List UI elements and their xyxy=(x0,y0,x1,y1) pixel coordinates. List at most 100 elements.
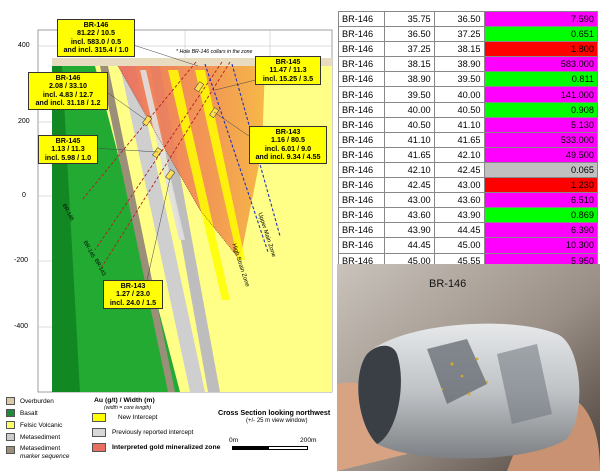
hole-cell: BR-146 xyxy=(338,177,385,194)
callout-line: BR-145 xyxy=(275,57,301,66)
table-row: BR-146 41.10 41.65 533.000 xyxy=(338,131,599,148)
hole-cell: BR-146 xyxy=(338,207,385,224)
intercept-markers xyxy=(142,81,220,181)
scale-end-label: 200m xyxy=(300,437,317,444)
callout-line: 11.47 / 11.3 xyxy=(269,65,307,75)
callout-br146-main: BR-146 81.22 / 10.5 incl. 583.0 / 0.5 an… xyxy=(57,19,135,57)
hole-cell: BR-146 xyxy=(338,10,385,28)
callout-line: 2.08 / 33.10 xyxy=(49,81,87,91)
to-cell: 37.25 xyxy=(433,26,485,43)
au-value-cell: 1.800 xyxy=(483,41,599,58)
to-cell: 41.10 xyxy=(433,116,485,133)
table-row: BR-146 43.90 44.45 6.390 xyxy=(338,222,599,239)
au-value-cell: 6.390 xyxy=(483,222,599,239)
from-cell: 41.10 xyxy=(383,131,435,148)
callout-line: BR-143 xyxy=(275,127,301,136)
to-cell: 40.50 xyxy=(433,101,485,118)
y-tick-200: 200 xyxy=(18,118,30,125)
callout-line: incl. 583.0 / 0.5 xyxy=(70,36,122,46)
table-row: BR-146 40.00 40.50 0.908 xyxy=(338,101,599,118)
swatch-felsic-volcanic xyxy=(6,421,15,429)
from-cell: 43.00 xyxy=(383,192,435,209)
to-cell: 43.90 xyxy=(433,207,485,224)
au-value-cell: 0.869 xyxy=(483,207,599,224)
callout-line: BR-145 xyxy=(55,136,81,145)
callout-br143-lower: BR-143 1.27 / 23.0 incl. 24.0 / 1.5 xyxy=(103,280,163,310)
intercept-legend-title: Au (g/t) / Width (m) xyxy=(94,397,155,404)
legend-sublabel: marker sequence xyxy=(20,453,70,460)
au-value-cell: 0.065 xyxy=(483,161,599,179)
from-cell: 36.50 xyxy=(383,26,435,43)
au-value-cell: 0.908 xyxy=(483,101,599,118)
from-cell: 42.10 xyxy=(383,161,435,179)
collar-note: * Hole BR-146 collars in the zone xyxy=(176,49,253,55)
au-value-cell: 0.811 xyxy=(483,71,599,88)
callout-line: BR-146 xyxy=(83,20,109,29)
hole-cell: BR-146 xyxy=(338,101,385,118)
table-row: BR-146 43.60 43.90 0.869 xyxy=(338,207,599,224)
to-cell: 43.60 xyxy=(433,192,485,209)
drill-traces xyxy=(81,61,231,271)
callout-line: and incl. 31.18 / 1.2 xyxy=(35,98,101,108)
legend-label: Metasediment xyxy=(20,445,61,452)
new-intercept-band-2 xyxy=(195,70,245,260)
au-value-cell: 583.000 xyxy=(483,56,599,73)
scale-bar-black xyxy=(232,446,268,450)
legend-label: Basalt xyxy=(20,410,38,417)
swatch-marker-sequence xyxy=(6,446,15,454)
to-cell: 45.00 xyxy=(433,237,485,254)
hole-cell: BR-146 xyxy=(338,237,385,254)
overburden-layer xyxy=(52,58,332,66)
y-tick-minus-200: -200 xyxy=(14,257,29,264)
callout-line: 1.16 / 80.5 xyxy=(271,135,305,145)
au-value-cell: 533.000 xyxy=(483,131,599,148)
table-row: BR-146 35.75 36.50 7.590 xyxy=(338,10,599,28)
au-value-cell: 0.651 xyxy=(483,26,599,43)
au-value-cell: 5.130 xyxy=(483,116,599,133)
swatch-previous-intercept xyxy=(92,428,106,437)
from-cell: 35.75 xyxy=(383,10,435,28)
from-cell: 40.50 xyxy=(383,116,435,133)
callout-line: incl. 6.01 / 9.0 xyxy=(264,143,312,153)
au-value-cell: 49.500 xyxy=(483,146,599,163)
to-cell: 39.50 xyxy=(433,71,485,88)
callout-line: BR-143 xyxy=(120,281,146,290)
view-subtitle: (+/- 25 m view window) xyxy=(246,418,308,424)
hole-cell: BR-146 xyxy=(338,222,385,239)
to-cell: 36.50 xyxy=(433,10,485,28)
from-cell: 37.25 xyxy=(383,41,435,58)
au-value-cell: 141.000 xyxy=(483,86,599,103)
swatch-metasediment xyxy=(6,433,15,441)
callout-line: incl. 24.0 / 1.5 xyxy=(109,297,157,307)
hole-cell: BR-146 xyxy=(338,192,385,209)
legend-label: Interpreted gold mineralized zone xyxy=(112,444,221,451)
scale-start-label: 0m xyxy=(229,437,239,444)
zone-outline xyxy=(117,65,241,261)
callout-br146-second: BR-146 2.08 / 33.10 incl. 4.83 / 12.7 an… xyxy=(28,72,108,110)
from-cell: 40.00 xyxy=(383,101,435,118)
to-cell: 43.00 xyxy=(433,177,485,194)
from-cell: 44.45 xyxy=(383,237,435,254)
legend-label: Felsic Volcanic xyxy=(20,422,63,429)
core-photo: BR-146 xyxy=(337,264,600,471)
au-value-cell: 10.300 xyxy=(483,237,599,254)
swatch-new-intercept xyxy=(92,413,106,422)
table-row: BR-146 43.00 43.60 6.510 xyxy=(338,192,599,209)
callout-line: and incl. 9.34 / 4.55 xyxy=(255,152,321,162)
metasediment-band-1 xyxy=(120,66,205,392)
view-title: Cross Section looking northwest xyxy=(218,408,331,417)
callout-br143-upper: BR-143 1.16 / 80.5 incl. 6.01 / 9.0 and … xyxy=(249,126,327,164)
from-cell: 39.50 xyxy=(383,86,435,103)
hole-cell: BR-146 xyxy=(338,86,385,103)
swatch-mineralized-zone xyxy=(92,443,106,452)
callout-br145-lower: BR-145 1.13 / 11.3 incl. 5.98 / 1.0 xyxy=(38,135,98,165)
table-row: BR-146 36.50 37.25 0.651 xyxy=(338,26,599,43)
from-cell: 42.45 xyxy=(383,177,435,194)
y-tick-400: 400 xyxy=(18,42,30,49)
table-row: BR-146 39.50 40.00 141.000 xyxy=(338,86,599,103)
au-value-cell: 6.510 xyxy=(483,192,599,209)
table-row: BR-146 40.50 41.10 5.130 xyxy=(338,116,599,133)
to-cell: 44.45 xyxy=(433,222,485,239)
hole-cell: BR-146 xyxy=(338,56,385,73)
hole-cell: BR-146 xyxy=(338,116,385,133)
